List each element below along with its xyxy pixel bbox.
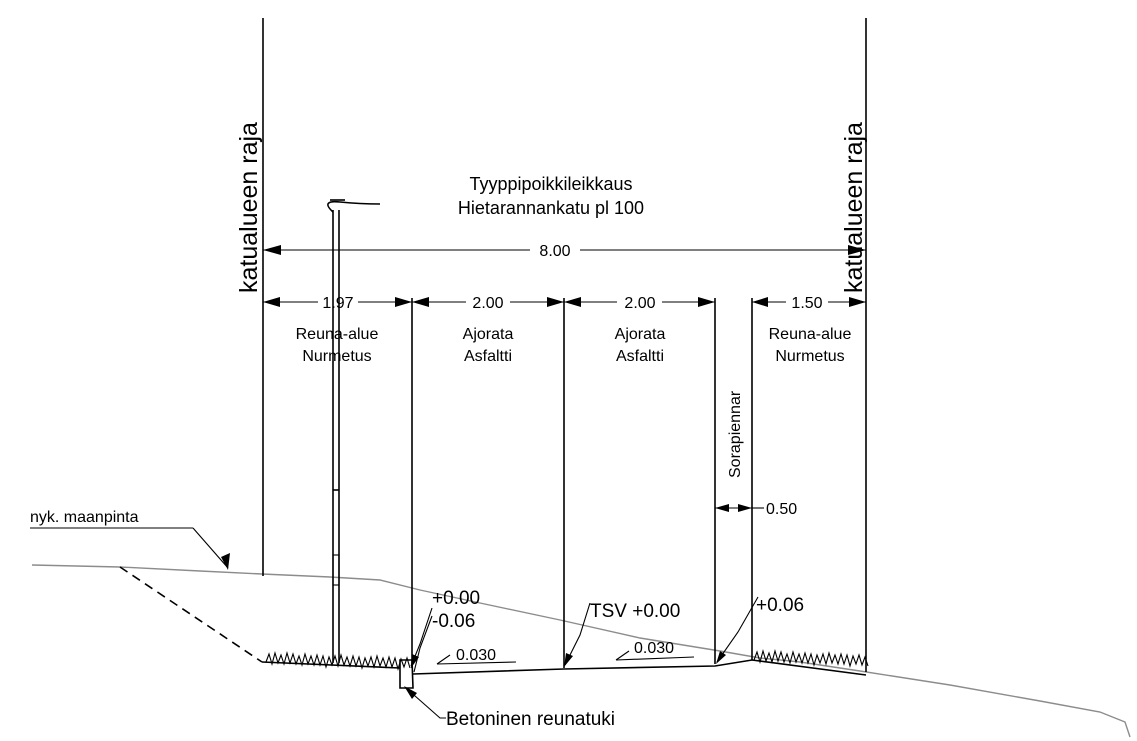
- segment-dimension-1: 1.97: [322, 295, 353, 312]
- cut-slope-line: [119, 566, 263, 663]
- zone-2-line-1: Ajorata: [463, 326, 514, 343]
- grass-left: [265, 651, 411, 671]
- slope-left-label: 0.030: [456, 647, 496, 664]
- zone-1-line-1: Reuna-alue: [296, 326, 379, 343]
- shoulder-dimension: 0.50: [715, 501, 797, 518]
- grass-right: [753, 649, 869, 668]
- elevation-right-edge-leader: [716, 596, 759, 663]
- segment-dimension-4: 1.50: [791, 295, 822, 312]
- slope-left-underline: [436, 661, 517, 665]
- left-verge-surface: [261, 661, 401, 669]
- curb-stone: [399, 659, 414, 689]
- curb-label: Betoninen reunatuki: [446, 709, 615, 730]
- segment-dimension-2: 2.00: [472, 295, 503, 312]
- segment-dimension-3: 2.00: [624, 295, 655, 312]
- left-boundary-label: katualueen raja: [235, 122, 263, 293]
- road-surface: [412, 659, 867, 676]
- shoulder-label: Sorapiennar: [727, 390, 744, 478]
- elevation-curb-bottom-leader: [413, 615, 433, 673]
- title-line-1: Tyyppipoikkileikkaus: [469, 174, 632, 194]
- slope-right-label: 0.030: [634, 640, 674, 657]
- title-line-2: Hietarannankatu pl 100: [458, 198, 644, 218]
- right-boundary-label: katualueen raja: [840, 122, 868, 293]
- street-light-icon: [327, 199, 381, 663]
- zone-1-line-2: Nurmetus: [302, 348, 371, 365]
- zone-2-line-2: Asfaltti: [464, 348, 512, 365]
- existing-ground-label: nyk. maanpinta: [30, 509, 139, 526]
- zone-4-line-2: Nurmetus: [775, 348, 844, 365]
- existing-ground-line: [31, 564, 1131, 738]
- elevation-curb-top: +0.00: [432, 588, 480, 609]
- elevation-right-edge: +0.06: [756, 595, 804, 616]
- segment-dimensions: 1.97 2.00 2.00 1.50: [263, 295, 866, 312]
- total-dimension: 8.00: [263, 243, 866, 260]
- zone-3-line-1: Ajorata: [615, 326, 666, 343]
- elevation-centerline: TSV +0.00: [590, 601, 680, 622]
- elevation-curb-bottom: -0.06: [432, 611, 475, 632]
- total-dimension-label: 8.00: [539, 243, 570, 260]
- slope-right-underline: [615, 656, 695, 661]
- shoulder-dimension-label: 0.50: [766, 501, 797, 518]
- zone-3-line-2: Asfaltti: [616, 348, 664, 365]
- curb-label-leader: [405, 687, 446, 719]
- zone-4-line-1: Reuna-alue: [769, 326, 852, 343]
